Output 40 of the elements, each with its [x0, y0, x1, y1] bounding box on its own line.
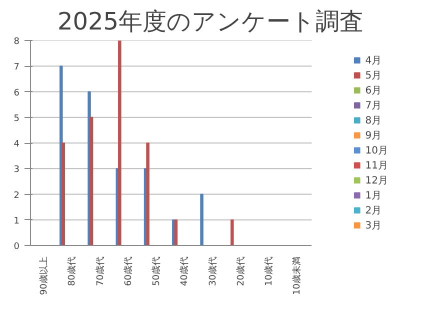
legend-label: 10月	[365, 144, 388, 157]
chart-title: 2025年度のアンケート調査	[57, 8, 364, 36]
legend-label: 11月	[365, 159, 388, 172]
legend-label: 6月	[365, 84, 383, 97]
legend-label: 12月	[365, 174, 388, 187]
x-tick-label: 20歳代	[235, 256, 246, 286]
y-tick-label: 0	[14, 242, 20, 252]
bar	[230, 219, 234, 246]
y-tick-label: 4	[14, 140, 20, 150]
x-tick-label: 60歳代	[122, 256, 134, 286]
bar	[200, 194, 204, 246]
legend-label: 1月	[365, 189, 383, 202]
legend-label: 5月	[365, 69, 383, 82]
legend-label: 8月	[365, 114, 383, 127]
x-tick-label: 90歳以上	[38, 256, 50, 295]
legend-label: 2月	[365, 204, 383, 217]
y-tick-label: 6	[14, 88, 20, 98]
x-tick-label: 70歳代	[94, 256, 106, 286]
y-tick-label: 8	[14, 37, 20, 47]
legend-label: 4月	[365, 54, 383, 67]
bar	[60, 66, 63, 246]
bar	[118, 40, 122, 246]
y-tick-label: 1	[14, 216, 20, 226]
bar	[62, 142, 66, 246]
bar	[90, 116, 94, 246]
x-tick-label: 80歳代	[66, 256, 78, 286]
x-tick-label: 10歳未満	[292, 256, 303, 295]
x-tick-label: 10歳代	[264, 256, 275, 286]
legend-label: 7月	[365, 99, 383, 112]
y-tick-label: 7	[14, 62, 20, 73]
y-tick-label: 2	[14, 190, 20, 201]
x-tick-label: 30歳代	[207, 256, 218, 286]
x-tick-label: 40歳代	[179, 256, 190, 286]
bar	[174, 219, 178, 246]
y-tick-label: 5	[14, 114, 20, 124]
legend-label: 3月	[365, 219, 383, 232]
x-tick-label: 50歳代	[151, 256, 162, 286]
bar	[146, 142, 150, 246]
y-tick-label: 3	[14, 165, 20, 176]
legend-label: 9月	[365, 129, 383, 142]
